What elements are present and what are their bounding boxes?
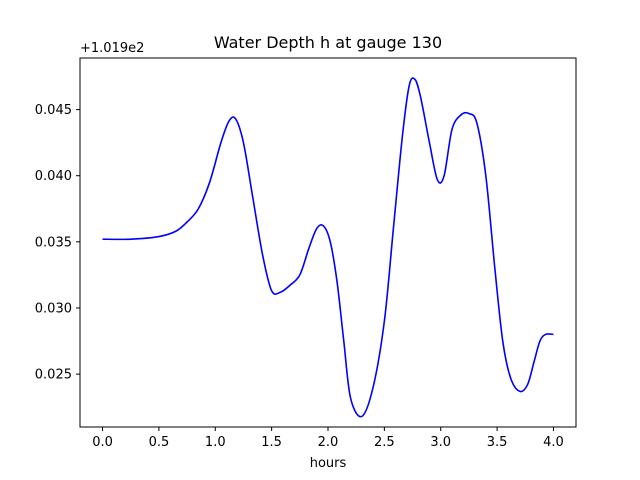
y-tick-label: 0.040 xyxy=(35,169,72,184)
x-tick-label: 0.5 xyxy=(149,435,170,450)
y-offset-label: +1.019e2 xyxy=(80,41,144,56)
y-tick-label: 0.035 xyxy=(35,235,72,250)
chart-title: Water Depth h at gauge 130 xyxy=(214,33,442,52)
x-axis-ticks: 0.0 0.5 1.0 1.5 2.0 2.5 3.0 3.5 4.0 xyxy=(92,427,564,450)
y-tick-label: 0.030 xyxy=(35,301,72,316)
x-tick-label: 1.5 xyxy=(261,435,282,450)
x-tick-label: 4.0 xyxy=(543,435,564,450)
x-tick-label: 2.0 xyxy=(318,435,339,450)
x-tick-label: 3.5 xyxy=(487,435,508,450)
x-tick-label: 2.5 xyxy=(374,435,395,450)
y-tick-label: 0.025 xyxy=(35,368,72,383)
x-axis-label: hours xyxy=(310,456,347,471)
y-tick-label: 0.045 xyxy=(35,103,72,118)
x-tick-label: 3.0 xyxy=(430,435,451,450)
y-axis-ticks: 0.025 0.030 0.035 0.040 0.045 xyxy=(35,103,80,383)
x-tick-label: 1.0 xyxy=(205,435,226,450)
plot-area-frame xyxy=(79,57,577,428)
x-tick-label: 0.0 xyxy=(92,435,113,450)
series-line xyxy=(102,77,554,418)
